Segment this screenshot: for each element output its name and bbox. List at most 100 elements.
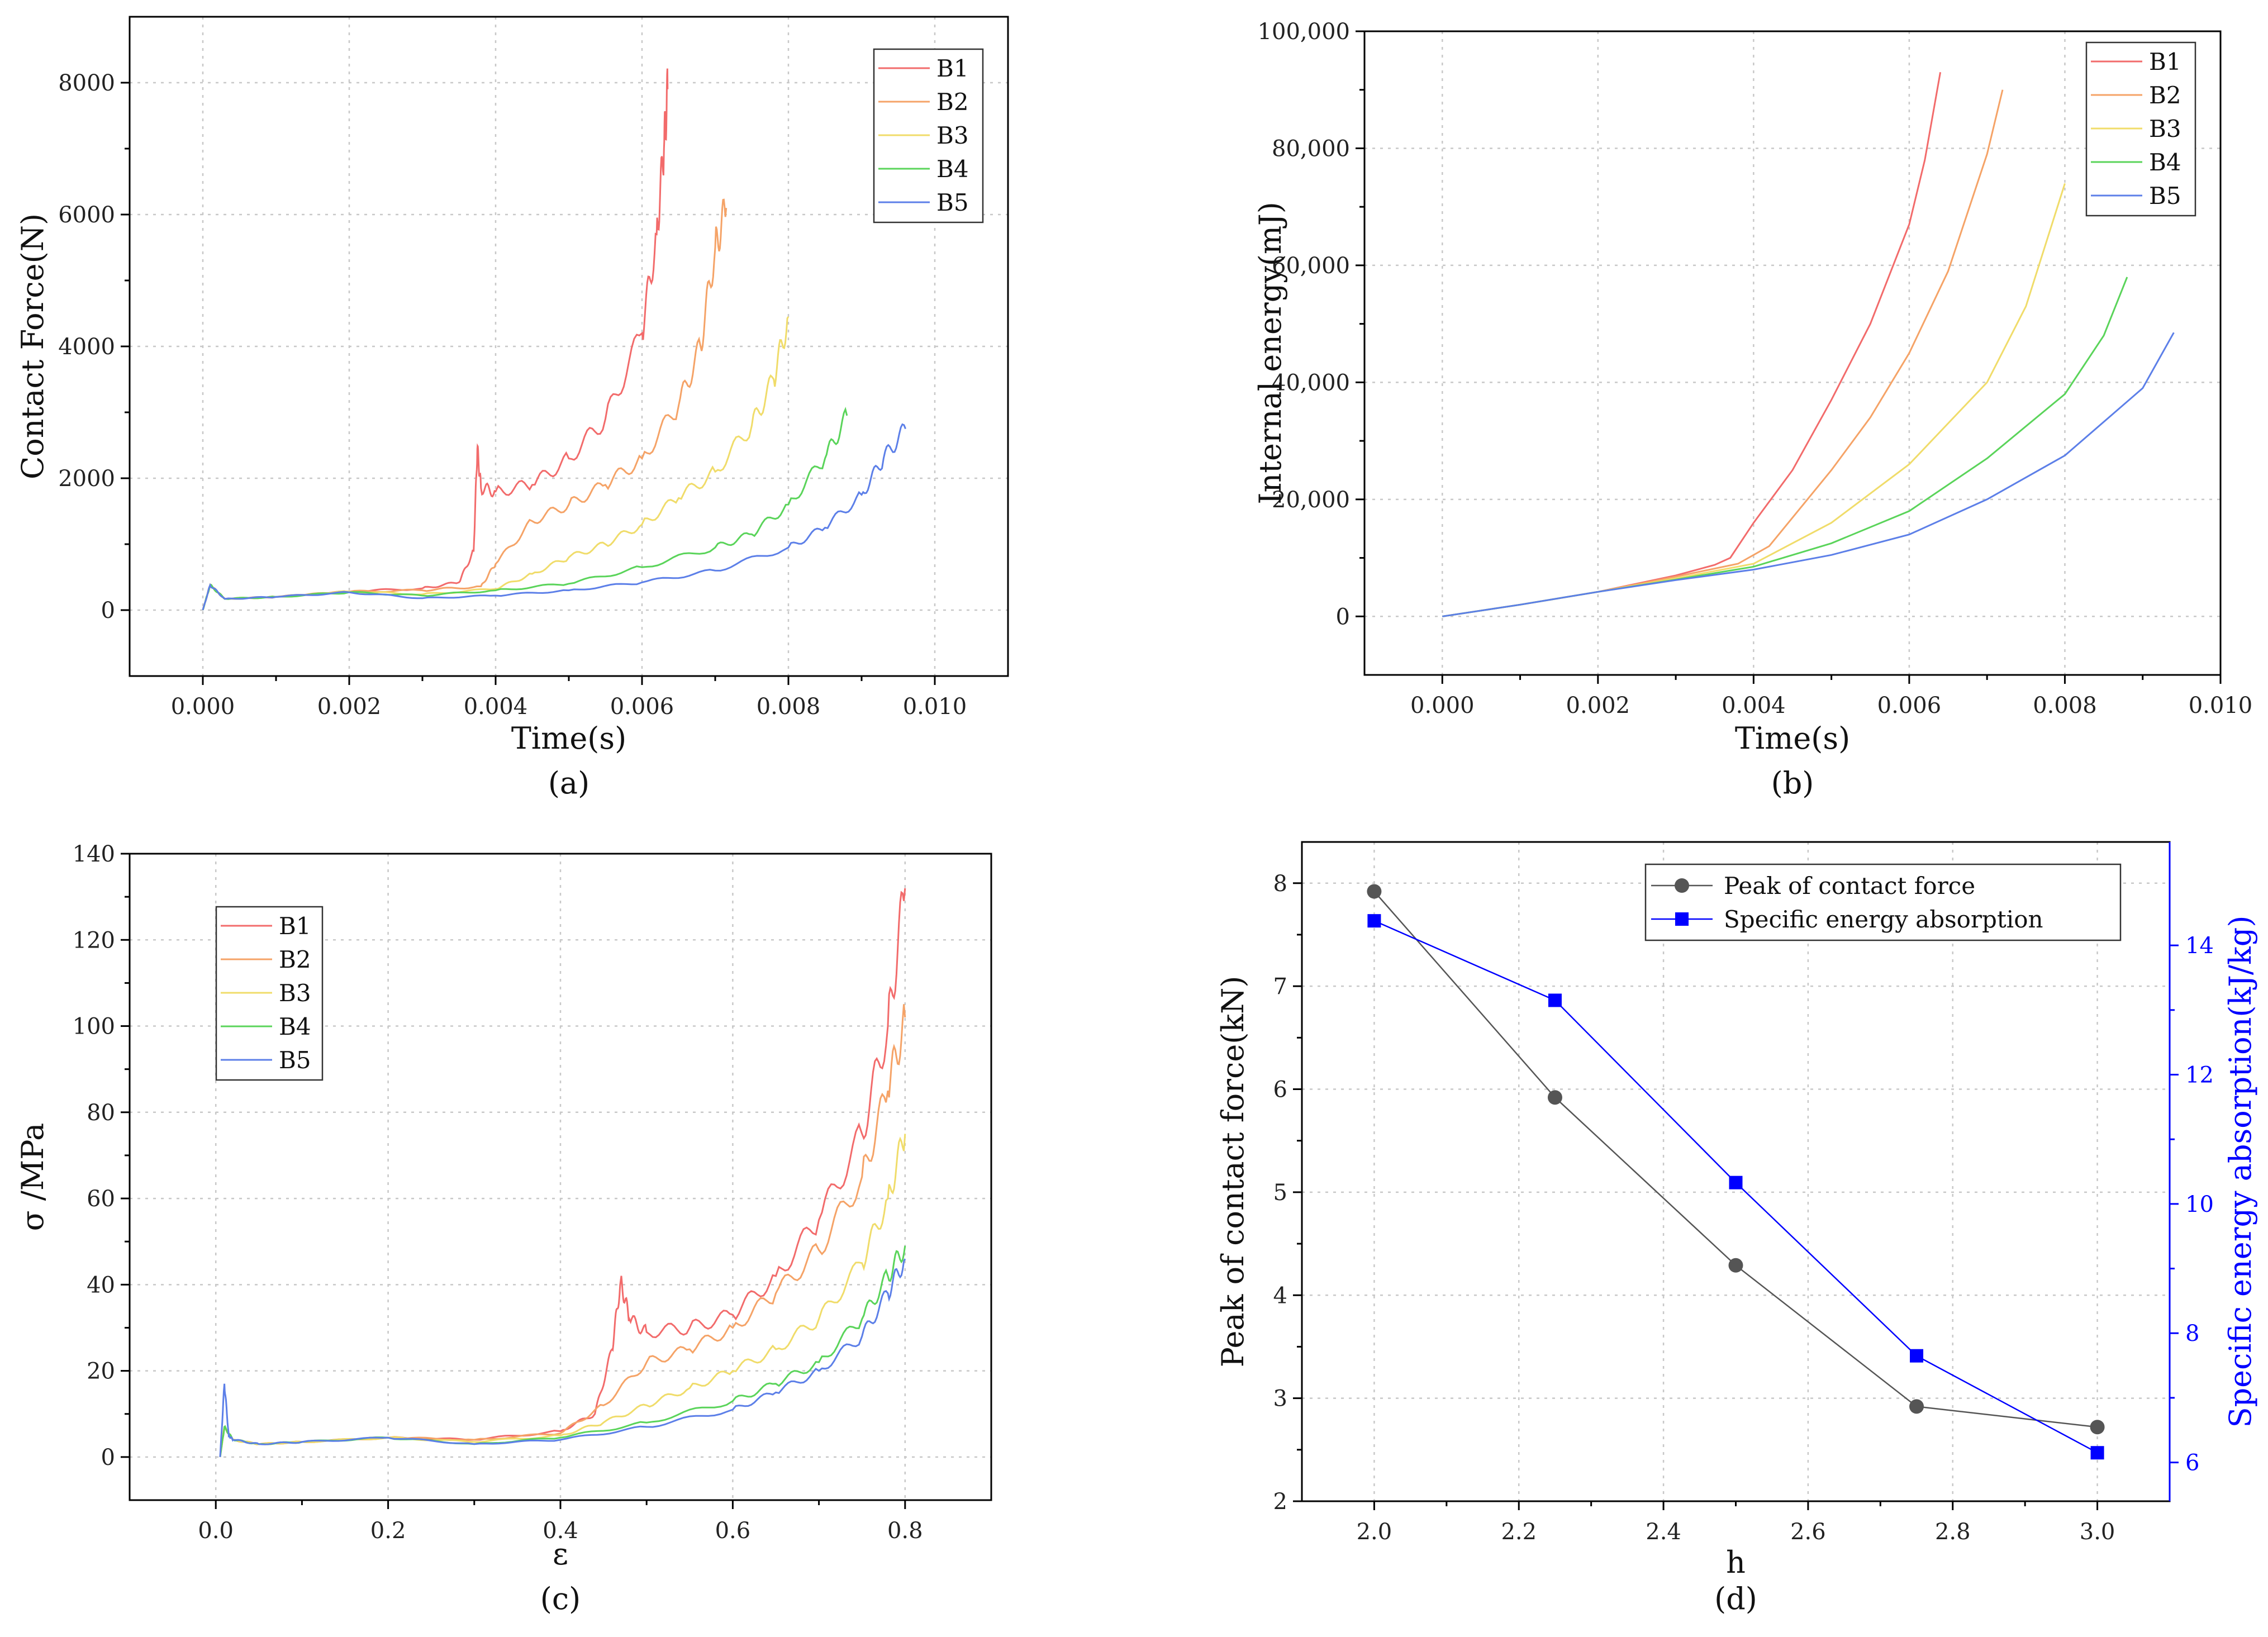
x-tick-label: 2.0 [1357, 1519, 1392, 1545]
y-tick-label: 20 [87, 1359, 115, 1384]
y-tick-label: 2000 [58, 466, 115, 492]
legend-marker [1675, 912, 1689, 926]
x-tick-label: 0.004 [464, 694, 528, 720]
y-tick-label: 8000 [58, 70, 115, 96]
series-line-peak-force [1373, 891, 2098, 1428]
legend-label: B1 [2149, 48, 2181, 75]
y-tick-label: 2 [1273, 1489, 1287, 1515]
data-point-sea [2090, 1446, 2104, 1460]
x-tick-label: 0.010 [903, 694, 967, 720]
x-tick-label: 0.008 [2033, 693, 2097, 718]
series-line-B2 [202, 198, 728, 611]
x-tick-label: 0.002 [317, 694, 382, 720]
y-tick-label: 60,000 [1272, 253, 1350, 279]
x-tick-label: 0.000 [171, 694, 235, 720]
plot-frame [1363, 30, 2222, 676]
y-tick-label: 7 [1273, 974, 1287, 1000]
x-tick-label: 2.6 [1790, 1519, 1826, 1545]
legend-label: B3 [936, 122, 969, 149]
plot-frame [129, 853, 992, 1501]
data-point-sea [1367, 914, 1381, 928]
x-tick-label: 0.4 [543, 1518, 578, 1544]
y-tick-label: 40,000 [1272, 370, 1350, 396]
legend-marker [1675, 878, 1689, 893]
x-axis-title: h [1726, 1545, 1746, 1580]
x-axis-title: Time(s) [511, 721, 626, 756]
series-line-B4 [202, 407, 848, 611]
y-tick-label: 4000 [58, 334, 115, 360]
right-y-tick-label: 12 [2185, 1062, 2214, 1088]
series-line-B4 [1442, 277, 2128, 617]
series-line-B5 [1442, 332, 2175, 617]
y-tick-label: 0 [101, 598, 115, 624]
data-point-peak-force [1547, 1090, 1562, 1105]
y-axis-title: Internal energy(mJ) [1253, 202, 1288, 505]
data-point-peak-force [1909, 1399, 1924, 1414]
legend-box [1644, 863, 2122, 941]
y-tick-label: 6000 [58, 202, 115, 228]
y-tick-label: 3 [1273, 1386, 1287, 1412]
legend-label: B3 [2149, 115, 2181, 142]
y-tick-label: 0 [1336, 604, 1350, 630]
legend-label: B4 [2149, 149, 2181, 176]
panel-caption: (c) [540, 1581, 581, 1616]
panel-caption: (b) [1771, 765, 1814, 801]
y-tick-label: 80 [87, 1100, 115, 1126]
plot-frame [129, 16, 1009, 677]
panel-caption: (a) [548, 765, 589, 801]
y-tick-label: 120 [73, 927, 115, 953]
series-line-B1 [1442, 72, 1942, 617]
right-y-axis-title: Specific energy absorption(kJ/kg) [2223, 916, 2258, 1428]
y-tick-label: 6 [1273, 1077, 1287, 1103]
x-tick-label: 0.6 [715, 1518, 751, 1544]
y-tick-label: 40 [87, 1272, 115, 1298]
x-tick-label: 0.002 [1566, 693, 1630, 718]
chart-panel-a: 0.000 0.002 0.004 0.006 0.008 0.010 0 2000 4000 6… [15, 16, 1009, 801]
legend-label: B1 [279, 912, 311, 940]
x-tick-label: 0.000 [1410, 693, 1475, 718]
y-axis-title: Peak of contact force(kN) [1215, 976, 1251, 1368]
legend-label: B2 [279, 946, 311, 973]
y-tick-label: 8 [1273, 871, 1287, 897]
legend-label: B2 [2149, 82, 2181, 109]
data-point-sea [1910, 1349, 1924, 1363]
y-tick-label: 5 [1273, 1180, 1287, 1206]
right-y-tick-label: 8 [2185, 1321, 2199, 1346]
legend-label: B4 [279, 1013, 311, 1040]
y-axis-title: σ /MPa [15, 1123, 50, 1231]
right-y-tick-label: 6 [2185, 1450, 2199, 1476]
x-tick-label: 0.0 [198, 1518, 234, 1544]
series-line-B5 [202, 423, 906, 611]
x-tick-label: 0.004 [1722, 693, 1786, 718]
panel-caption: (d) [1714, 1581, 1757, 1616]
y-tick-label: 60 [87, 1186, 115, 1212]
x-tick-label: 0.2 [370, 1518, 406, 1544]
x-tick-label: 0.8 [887, 1518, 923, 1544]
data-point-peak-force [2090, 1420, 2105, 1435]
x-axis-title: ε [553, 1536, 568, 1572]
x-tick-label: 0.006 [610, 694, 674, 720]
y-tick-label: 140 [73, 841, 115, 867]
legend-label: B5 [279, 1046, 311, 1074]
series-line-B3 [219, 1134, 906, 1458]
y-tick-label: 0 [101, 1445, 115, 1471]
legend-label: B2 [936, 88, 969, 116]
series-line-B5 [219, 1258, 906, 1457]
legend-label: B3 [279, 979, 311, 1007]
y-tick-label: 4 [1273, 1283, 1287, 1308]
data-point-peak-force [1728, 1258, 1743, 1273]
legend-label: B1 [936, 55, 969, 82]
x-tick-label: 2.4 [1646, 1519, 1681, 1545]
data-point-sea [1548, 993, 1562, 1007]
legend-label: Specific energy absorption [1724, 906, 2043, 933]
chart-panel-b: 0.000 0.002 0.004 0.006 0.008 0.010 0 20,000 40,… [1253, 19, 2252, 801]
legend-label: B5 [2149, 182, 2181, 210]
legend-label: Peak of contact force [1724, 872, 1975, 900]
right-y-tick-label: 10 [2185, 1192, 2214, 1217]
series-line-B4 [219, 1245, 906, 1458]
chart-panel-d: 2.0 2.2 2.4 2.6 2.8 3.0 2 3 4 5 6 7 8 h Peak of contac… [1215, 841, 2258, 1616]
legend-label: B5 [936, 189, 969, 216]
y-tick-label: 80,000 [1272, 136, 1350, 161]
x-tick-label: 2.2 [1501, 1519, 1537, 1545]
